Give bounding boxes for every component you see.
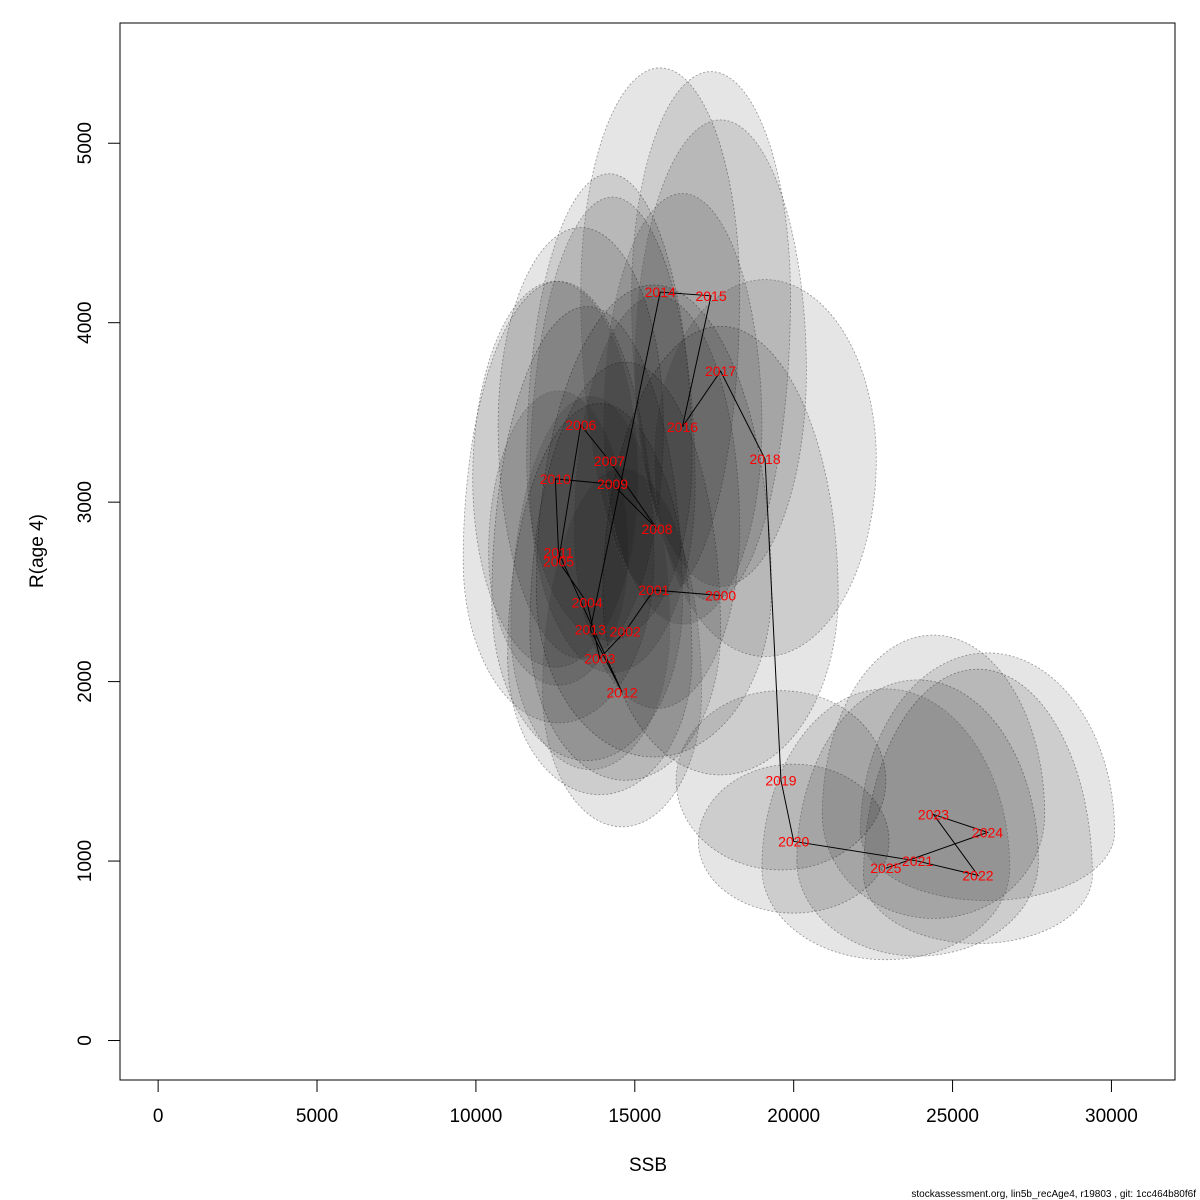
y-tick-label: 1000 [75, 840, 96, 882]
year-label-2001: 2001 [638, 582, 669, 598]
x-tick-label: 20000 [767, 1106, 820, 1127]
year-label-2007: 2007 [594, 453, 625, 469]
year-label-2025: 2025 [870, 860, 901, 876]
year-label-2018: 2018 [749, 451, 780, 467]
year-label-2017: 2017 [705, 363, 736, 379]
y-axis-title: R(age 4) [27, 514, 48, 588]
confidence-region-2000 [602, 325, 839, 776]
confidence-region-2015 [631, 71, 791, 602]
confidence-region-2014 [580, 67, 741, 598]
year-label-2008: 2008 [641, 521, 672, 537]
y-tick-label: 0 [75, 1035, 96, 1046]
year-label-2013: 2013 [575, 622, 606, 638]
year-label-2009: 2009 [597, 476, 628, 492]
confidence-region-2016 [602, 193, 763, 625]
confidence-region-2017 [634, 119, 807, 587]
year-label-2006: 2006 [565, 417, 596, 433]
year-label-2020: 2020 [778, 833, 809, 849]
year-label-2011: 2011 [543, 544, 573, 560]
trajectory-line [554, 291, 990, 877]
point-labels: 2000 2001 2002 2003 2004 2005 2006 2007 2008 2009… [540, 284, 1004, 883]
trajectory [554, 291, 990, 877]
footer-note: stockassessment.org, lin5b_recAge4, r198… [911, 1189, 1196, 1200]
x-axis-title: SSB [629, 1155, 667, 1176]
y-tick-label: 5000 [75, 122, 96, 164]
confidence-region-2007 [526, 173, 693, 641]
x-tick-label: 0 [153, 1106, 164, 1127]
confidence-region-2004 [491, 306, 683, 761]
x-axis: 0 5000 10000 15000 20000 25000 30000 [153, 1079, 1138, 1127]
y-tick-label: 4000 [75, 302, 96, 344]
confidence-region-2025 [761, 688, 1011, 961]
year-label-2004: 2004 [572, 595, 603, 611]
year-label-2021: 2021 [902, 853, 933, 869]
y-axis: 0 1000 2000 3000 4000 5000 [75, 122, 121, 1046]
year-label-2010: 2010 [540, 471, 571, 487]
year-label-2014: 2014 [645, 284, 676, 300]
x-tick-label: 25000 [926, 1106, 979, 1127]
year-label-2000: 2000 [705, 587, 736, 603]
confidence-region-2009 [529, 196, 696, 674]
year-label-2016: 2016 [667, 419, 698, 435]
x-tick-label: 30000 [1085, 1106, 1138, 1127]
confidence-region-2003 [507, 403, 693, 795]
year-label-2023: 2023 [918, 806, 949, 822]
x-tick-label: 15000 [608, 1106, 661, 1127]
year-label-2002: 2002 [610, 623, 641, 639]
year-label-2012: 2012 [607, 684, 638, 700]
year-label-2024: 2024 [972, 824, 1003, 840]
uncertainty-regions [462, 67, 1116, 961]
confidence-region-2012 [542, 468, 702, 827]
x-tick-label: 5000 [296, 1106, 338, 1127]
y-tick-label: 3000 [75, 481, 96, 523]
confidence-region-2011 [488, 390, 629, 686]
confidence-region-2024 [860, 653, 1116, 901]
confidence-region-2002 [529, 362, 721, 781]
confidence-region-2006 [497, 227, 664, 659]
x-tick-label: 10000 [449, 1106, 502, 1127]
confidence-region-2010 [472, 281, 639, 668]
year-label-2015: 2015 [695, 288, 726, 304]
year-label-2022: 2022 [962, 867, 993, 883]
year-label-2005: 2005 [543, 553, 574, 569]
year-label-2003: 2003 [584, 650, 615, 666]
confidence-region-2023 [822, 635, 1044, 918]
y-tick-label: 2000 [75, 660, 96, 702]
year-label-2019: 2019 [765, 772, 796, 788]
